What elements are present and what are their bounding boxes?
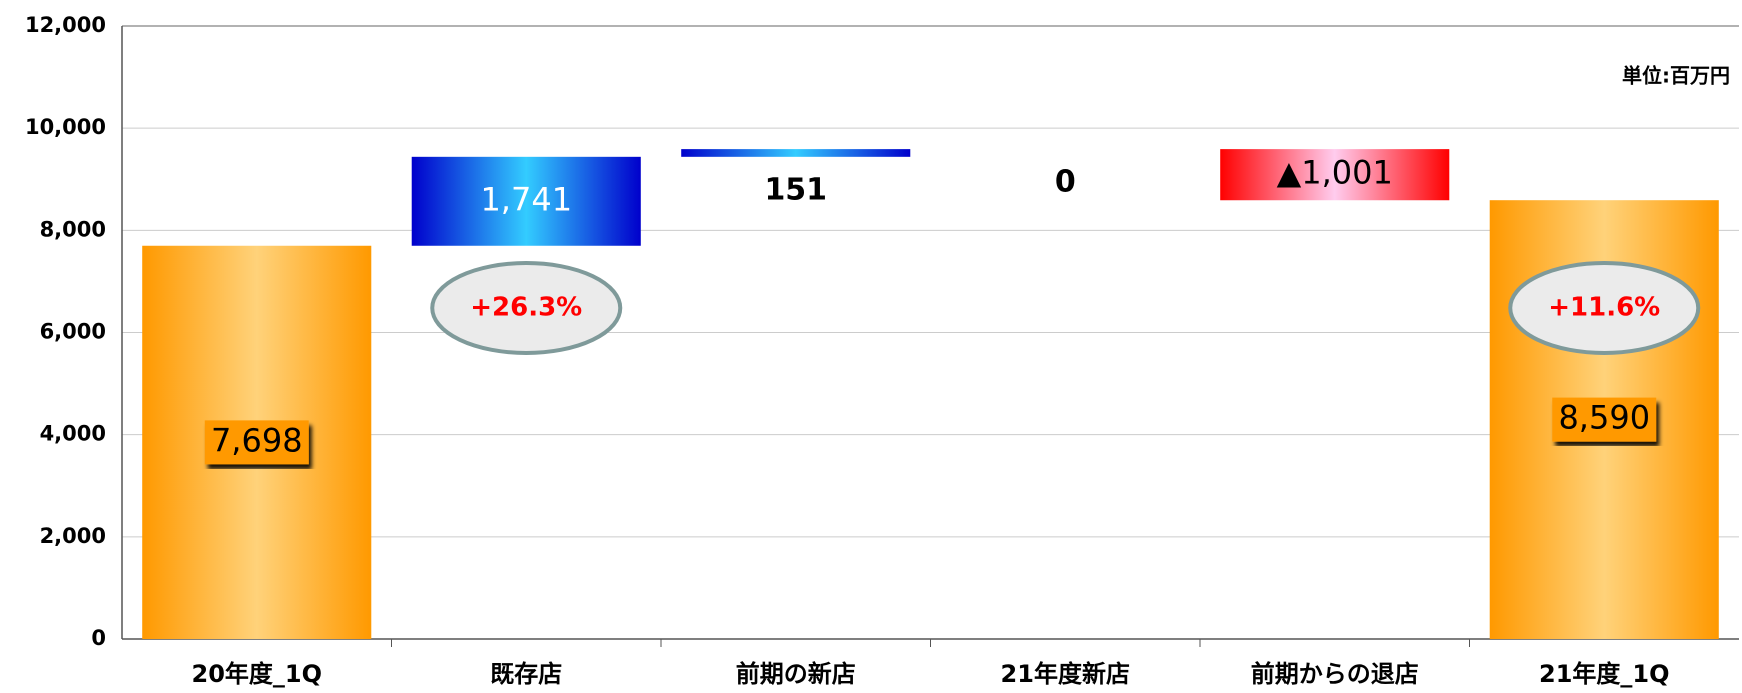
annotation-ellipse — [1508, 261, 1701, 355]
x-tick-label: 前期からの退店 — [1251, 660, 1419, 688]
x-tick-label: 既存店 — [490, 660, 562, 688]
annotation-ellipse — [430, 261, 623, 355]
bar — [411, 156, 641, 246]
value-label-box — [204, 420, 309, 465]
annotation: +11.6% — [1548, 293, 1660, 323]
value-label: 7,698 — [211, 421, 303, 459]
value-label: 1,741 — [480, 180, 572, 218]
value-label: 8,590 — [1558, 399, 1650, 437]
annotation: +26.3% — [470, 293, 582, 323]
x-tick-label: 21年度新店 — [1001, 660, 1130, 688]
x-tick-label: 21年度_1Q — [1539, 660, 1670, 688]
bar — [1220, 149, 1450, 201]
value-label: 0 — [1055, 165, 1076, 200]
value-label: 151 — [764, 172, 827, 207]
bar — [681, 149, 911, 157]
unit-note: 単位:百万円 — [1622, 64, 1730, 88]
y-tick-label: 6,000 — [40, 320, 106, 344]
y-tick-label: 10,000 — [25, 115, 106, 139]
value-label-box — [1552, 397, 1657, 442]
y-tick-label: 2,000 — [40, 524, 106, 548]
y-tick-label: 12,000 — [25, 13, 106, 37]
y-tick-label: 0 — [91, 626, 106, 650]
y-tick-label: 4,000 — [40, 422, 106, 446]
x-tick-label: 20年度_1Q — [192, 660, 323, 688]
y-tick-label: 8,000 — [40, 217, 106, 241]
value-label: ▲1,001 — [1277, 154, 1393, 192]
x-tick-label: 前期の新店 — [736, 660, 856, 688]
